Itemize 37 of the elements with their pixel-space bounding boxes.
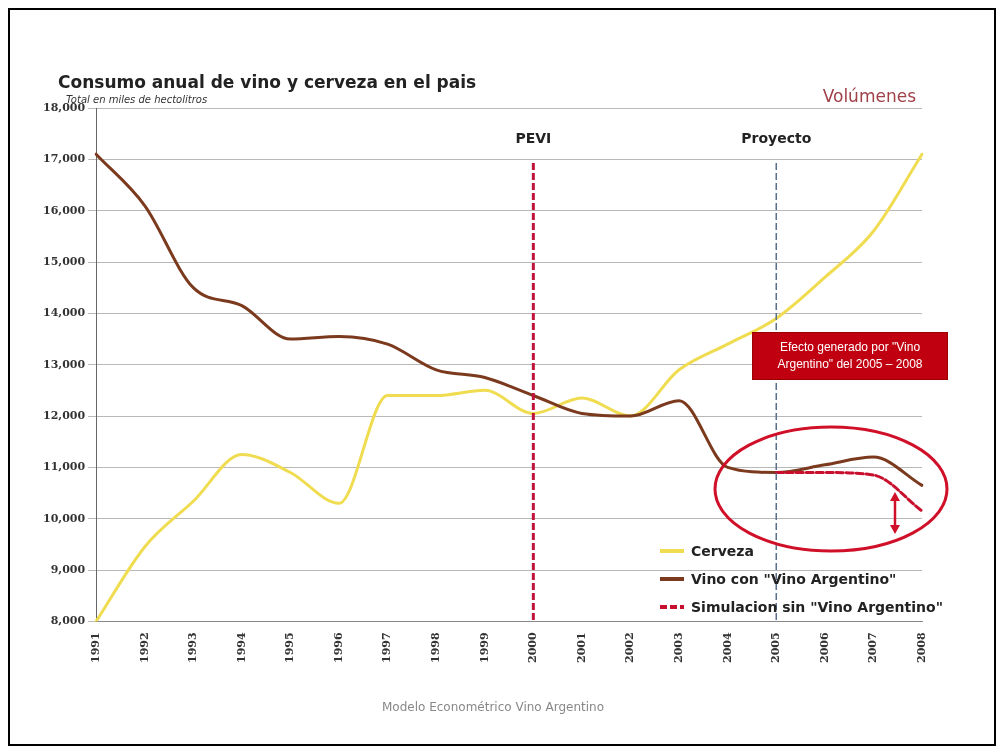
y-tick-label: 17,000 (42, 152, 86, 166)
y-tick-label: 13,000 (42, 357, 86, 371)
x-tick-label: 1993 (186, 632, 200, 664)
x-tick-label: 2004 (720, 632, 734, 664)
x-tick-label: 1994 (234, 632, 248, 664)
text: Modelo Econométrico Vino Argentino (382, 700, 605, 714)
x-tick-label: 2006 (817, 632, 831, 664)
chart-title: Consumo anual de vino y cerveza en el pais (58, 72, 477, 92)
x-tick-label: 2001 (574, 632, 588, 664)
y-tick-label: 11,000 (42, 460, 86, 474)
x-tick-label: 1992 (137, 632, 151, 664)
y-tick-label: 12,000 (42, 408, 86, 422)
x-tick-label: 1991 (88, 632, 102, 664)
x-tick-label: 1999 (477, 632, 491, 664)
legend-label: Cerveza (691, 543, 754, 559)
y-tick-label: 9,000 (50, 562, 86, 576)
x-tick-label: 2008 (914, 632, 928, 664)
x-tick-label: 1996 (331, 632, 345, 664)
y-tick-label: 8,000 (50, 614, 86, 628)
ref-line-label: PEVI (515, 130, 552, 146)
text: Volúmenes (822, 86, 916, 106)
callout-box: Efecto generado por "Vino Argentino" del 2005 – 2008 (752, 332, 948, 380)
x-tick-label: 2002 (623, 632, 637, 664)
x-tick-label: 2005 (769, 632, 783, 664)
ref-line-label: Proyecto (741, 130, 812, 146)
x-tick-label: 2003 (671, 632, 685, 664)
x-tick-label: 1998 (429, 632, 443, 664)
legend-label: Simulacion sin "Vino Argentino" (691, 599, 943, 615)
legend-label: Vino con "Vino Argentino" (691, 571, 897, 587)
x-tick-label: 2000 (526, 632, 540, 664)
y-tick-label: 16,000 (42, 203, 86, 217)
y-tick-label: 14,000 (42, 306, 86, 320)
x-tick-label: 1997 (380, 632, 394, 664)
x-tick-label: 2007 (866, 632, 880, 664)
y-tick-label: 15,000 (42, 254, 86, 268)
x-tick-label: 1995 (283, 632, 297, 664)
y-tick-label: 10,000 (42, 511, 86, 525)
